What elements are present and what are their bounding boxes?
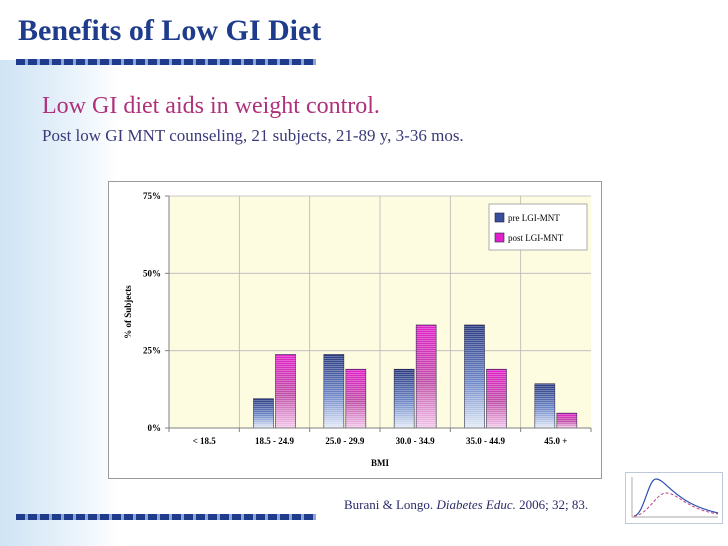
y-tick-label: 75% bbox=[143, 191, 161, 201]
x-tick-labels: < 18.5 18.5 - 24.9 25.0 - 29.9 30.0 - 34.9 3… bbox=[193, 436, 568, 446]
footer-divider bbox=[16, 514, 316, 520]
title-divider bbox=[16, 59, 316, 65]
x-tick-label: 25.0 - 29.9 bbox=[325, 436, 364, 446]
gridlines bbox=[169, 195, 591, 428]
subtitle: Low GI diet aids in weight control. bbox=[42, 93, 380, 119]
bar-texture bbox=[253, 398, 274, 428]
y-tick-labels: 0% 25% 50% 75% bbox=[143, 191, 161, 433]
bar-texture bbox=[323, 354, 344, 428]
study-description: Post low GI MNT counseling, 21 subjects,… bbox=[42, 126, 464, 145]
legend-box bbox=[488, 203, 588, 251]
y-tick-label: 25% bbox=[143, 346, 161, 356]
legend-swatch bbox=[494, 212, 505, 223]
bell-curve-thumbnail-icon bbox=[625, 472, 723, 524]
slide-title: Benefits of Low GI Diet bbox=[18, 14, 322, 47]
bar-texture bbox=[556, 413, 577, 428]
y-axis-label: % of Subjects bbox=[123, 285, 133, 339]
citation-details: 2006; 32; 83. bbox=[519, 497, 589, 512]
axes bbox=[165, 195, 592, 432]
legend-label: post LGI-MNT bbox=[508, 233, 564, 243]
x-tick-label: 30.0 - 34.9 bbox=[396, 436, 435, 446]
bar-texture bbox=[345, 369, 366, 428]
legend-swatch bbox=[494, 232, 505, 243]
legend: pre LGI-MNT post LGI-MNT bbox=[488, 203, 588, 251]
citation: Burani & Longo. Diabetes Educ. 2006; 32;… bbox=[344, 497, 588, 513]
slide-background-gradient bbox=[0, 60, 120, 546]
y-tick-label: 50% bbox=[143, 268, 161, 278]
bar-texture bbox=[416, 324, 437, 428]
x-tick-label: 45.0 + bbox=[544, 436, 567, 446]
y-tick-label: 0% bbox=[148, 423, 162, 433]
legend-label: pre LGI-MNT bbox=[508, 213, 560, 223]
x-tick-label: 18.5 - 24.9 bbox=[255, 436, 294, 446]
bar-texture bbox=[464, 324, 485, 428]
bar-texture bbox=[534, 383, 555, 428]
bar-texture bbox=[275, 354, 296, 428]
bars bbox=[253, 324, 578, 429]
citation-authors: Burani & Longo. bbox=[344, 497, 434, 512]
bar-chart: 0% 25% 50% 75% < 18.5 18.5 - 24.9 25.0 - 29.9… bbox=[108, 181, 602, 479]
x-axis-label: BMI bbox=[371, 458, 389, 468]
chart-svg: 0% 25% 50% 75% < 18.5 18.5 - 24.9 25.0 - 29.9… bbox=[123, 191, 592, 468]
bar-texture bbox=[394, 369, 415, 428]
x-tick-label: 35.0 - 44.9 bbox=[466, 436, 505, 446]
x-tick-label: < 18.5 bbox=[193, 436, 217, 446]
citation-journal: Diabetes Educ. bbox=[436, 497, 516, 512]
bar-texture bbox=[486, 369, 507, 428]
